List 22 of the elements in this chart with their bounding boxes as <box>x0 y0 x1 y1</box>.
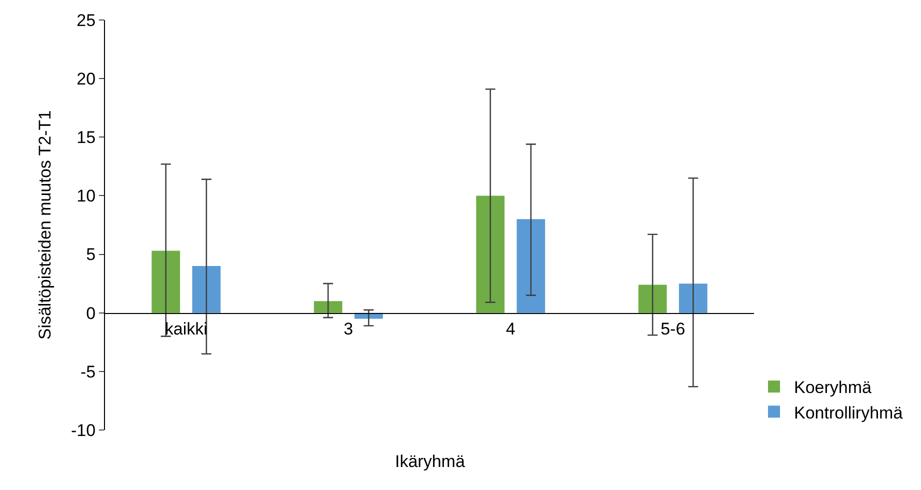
bar <box>678 284 708 313</box>
y-tick-label: -10 <box>71 420 96 440</box>
legend-label: Koeryhmä <box>794 378 872 398</box>
legend-label: Kontrolliryhmä <box>794 403 904 422</box>
y-tick-label: 0 <box>86 304 96 323</box>
x-tick-label: 4 <box>506 319 516 338</box>
y-tick-label: 5 <box>86 245 96 264</box>
y-axis-title: Sisältöpisteiden muutos T2-T1 <box>36 110 55 340</box>
bar <box>516 219 546 313</box>
bar <box>476 196 505 313</box>
x-tick-label: 5-6 <box>660 319 686 338</box>
x-axis-title: Ikäryhmä <box>395 452 466 471</box>
bar <box>152 250 180 313</box>
y-tick-label: 15 <box>76 128 96 148</box>
y-tick-label: 20 <box>76 70 96 89</box>
y-tick-label: -5 <box>80 362 96 382</box>
bar <box>192 266 221 313</box>
x-tick-label: 3 <box>344 319 354 338</box>
bar <box>638 284 667 313</box>
y-tick-label: 25 <box>76 10 96 30</box>
y-tick-label: 10 <box>76 186 96 206</box>
bar <box>314 301 342 313</box>
